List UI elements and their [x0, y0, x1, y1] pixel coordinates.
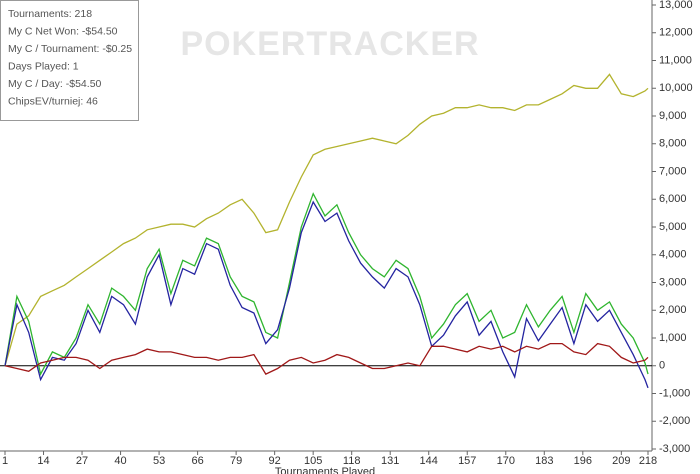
x-tick-label: 79: [230, 455, 242, 467]
info-line: Tournaments: 218: [8, 8, 92, 20]
x-tick-label: 66: [191, 455, 203, 467]
y-tick-label: 10,000: [659, 82, 693, 94]
x-tick-label: 196: [574, 455, 592, 467]
x-tick-label: 1: [2, 455, 8, 467]
x-tick-label: 92: [269, 455, 281, 467]
x-tick-label: 53: [153, 455, 165, 467]
x-tick-label: 27: [76, 455, 88, 467]
y-tick-label: -1,000: [659, 387, 690, 399]
info-line: My C / Day: -$54.50: [8, 78, 102, 90]
x-tick-label: 218: [639, 455, 657, 467]
y-tick-label: 1,000: [659, 332, 687, 344]
x-tick-label: 40: [114, 455, 126, 467]
info-line: My C / Tournament: -$0.25: [8, 43, 132, 55]
watermark: POKERTRACKER: [180, 25, 479, 63]
x-tick-label: 170: [497, 455, 515, 467]
series-line: [4, 73, 649, 366]
x-tick-label: 14: [37, 455, 49, 467]
y-tick-label: 13,000: [659, 0, 693, 11]
info-box: [0, 0, 139, 121]
y-tick-label: 8,000: [659, 138, 687, 150]
y-tick-label: 4,000: [659, 249, 687, 261]
series-line: [4, 192, 649, 376]
x-tick-label: 209: [612, 455, 630, 467]
series-line: [4, 200, 649, 389]
x-axis-label: Tournaments Played: [275, 466, 375, 474]
y-tick-label: -2,000: [659, 415, 690, 427]
info-line: My C Net Won: -$54.50: [8, 25, 118, 37]
y-tick-label: 9,000: [659, 110, 687, 122]
series-line: [4, 342, 649, 375]
y-tick-label: 0: [659, 360, 665, 372]
y-tick-label: 7,000: [659, 165, 687, 177]
x-tick-label: 118: [343, 455, 361, 467]
x-tick-label: 183: [535, 455, 553, 467]
y-tick-label: 2,000: [659, 304, 687, 316]
x-tick-label: 131: [381, 455, 399, 467]
y-tick-label: -3,000: [659, 443, 690, 455]
y-tick-label: 3,000: [659, 276, 687, 288]
x-tick-label: 157: [458, 455, 476, 467]
x-tick-label: 105: [304, 455, 322, 467]
info-line: ChipsEV/turniej: 46: [8, 95, 98, 107]
x-tick-label: 144: [420, 455, 438, 467]
y-tick-label: 11,000: [659, 54, 692, 66]
y-tick-label: 5,000: [659, 221, 687, 233]
y-tick-label: 6,000: [659, 193, 687, 205]
info-line: Days Played: 1: [8, 60, 79, 72]
y-tick-label: 12,000: [659, 27, 693, 39]
